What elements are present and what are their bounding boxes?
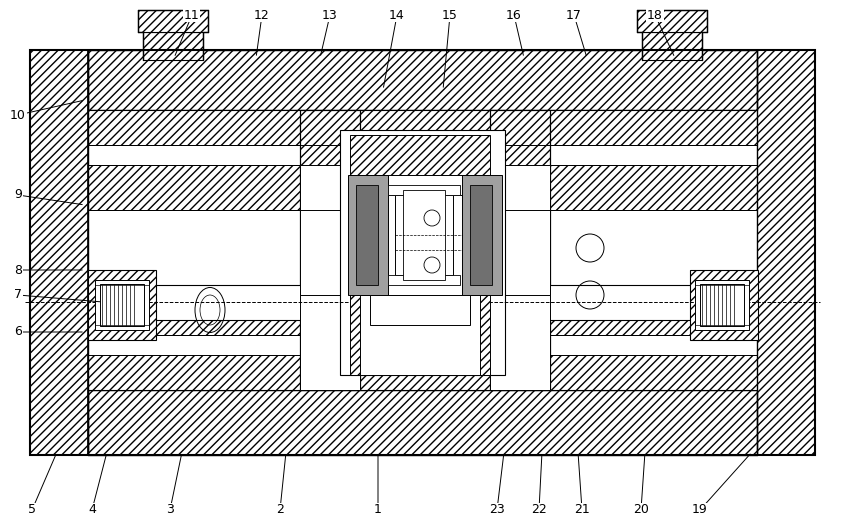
Text: 15: 15 (441, 8, 457, 22)
Bar (519, 295, 756, 335)
Bar (699, 284, 743, 326)
Bar (138, 10, 208, 32)
Text: 20: 20 (632, 503, 648, 516)
Bar (88, 270, 156, 340)
Bar (641, 32, 701, 60)
Bar (88, 295, 303, 335)
Bar (387, 275, 459, 285)
Bar (636, 10, 706, 32)
Text: 5: 5 (28, 503, 36, 516)
Bar (349, 295, 490, 375)
Bar (519, 210, 756, 295)
Bar (490, 165, 549, 390)
Bar (88, 165, 303, 210)
Text: 7: 7 (14, 288, 22, 301)
Bar (403, 190, 445, 280)
Text: 14: 14 (389, 8, 404, 22)
Text: 18: 18 (647, 8, 663, 22)
Bar (339, 130, 505, 375)
Bar (694, 280, 748, 330)
Bar (30, 50, 88, 455)
Bar (143, 32, 203, 60)
Bar (88, 335, 756, 355)
Bar (490, 210, 549, 295)
Text: 23: 23 (489, 503, 504, 516)
Bar (95, 280, 149, 330)
Bar (88, 210, 303, 295)
Bar (100, 284, 143, 326)
Bar (370, 295, 469, 325)
Bar (300, 165, 360, 390)
Bar (88, 50, 756, 110)
Bar (349, 135, 490, 175)
Bar (394, 195, 452, 275)
Text: 21: 21 (573, 503, 589, 516)
Bar (300, 110, 360, 390)
Text: 8: 8 (14, 264, 22, 277)
Bar (88, 390, 756, 455)
Bar (690, 270, 757, 340)
Bar (360, 295, 479, 375)
Text: 3: 3 (166, 503, 174, 516)
Text: 10: 10 (10, 109, 26, 122)
Bar (88, 110, 756, 390)
Bar (300, 210, 360, 295)
Bar (355, 185, 377, 285)
Bar (349, 175, 490, 195)
Bar (462, 175, 501, 295)
Bar (348, 175, 387, 295)
Text: 12: 12 (254, 8, 269, 22)
Text: 17: 17 (565, 8, 582, 22)
Bar (469, 185, 491, 285)
Bar (387, 185, 459, 195)
Text: 6: 6 (14, 326, 22, 338)
Text: 2: 2 (276, 503, 284, 516)
Text: 11: 11 (184, 8, 200, 22)
Bar (88, 110, 756, 145)
Text: 22: 22 (531, 503, 546, 516)
Bar (490, 110, 549, 390)
Bar (30, 50, 814, 455)
Text: 1: 1 (374, 503, 381, 516)
Bar (756, 50, 814, 455)
Bar (88, 355, 756, 390)
Text: 4: 4 (88, 503, 96, 516)
Bar (88, 145, 756, 165)
Text: 9: 9 (14, 189, 22, 201)
Text: 13: 13 (322, 8, 338, 22)
Text: 19: 19 (691, 503, 707, 516)
Bar (88, 285, 756, 320)
Text: 16: 16 (506, 8, 522, 22)
Bar (519, 165, 756, 210)
